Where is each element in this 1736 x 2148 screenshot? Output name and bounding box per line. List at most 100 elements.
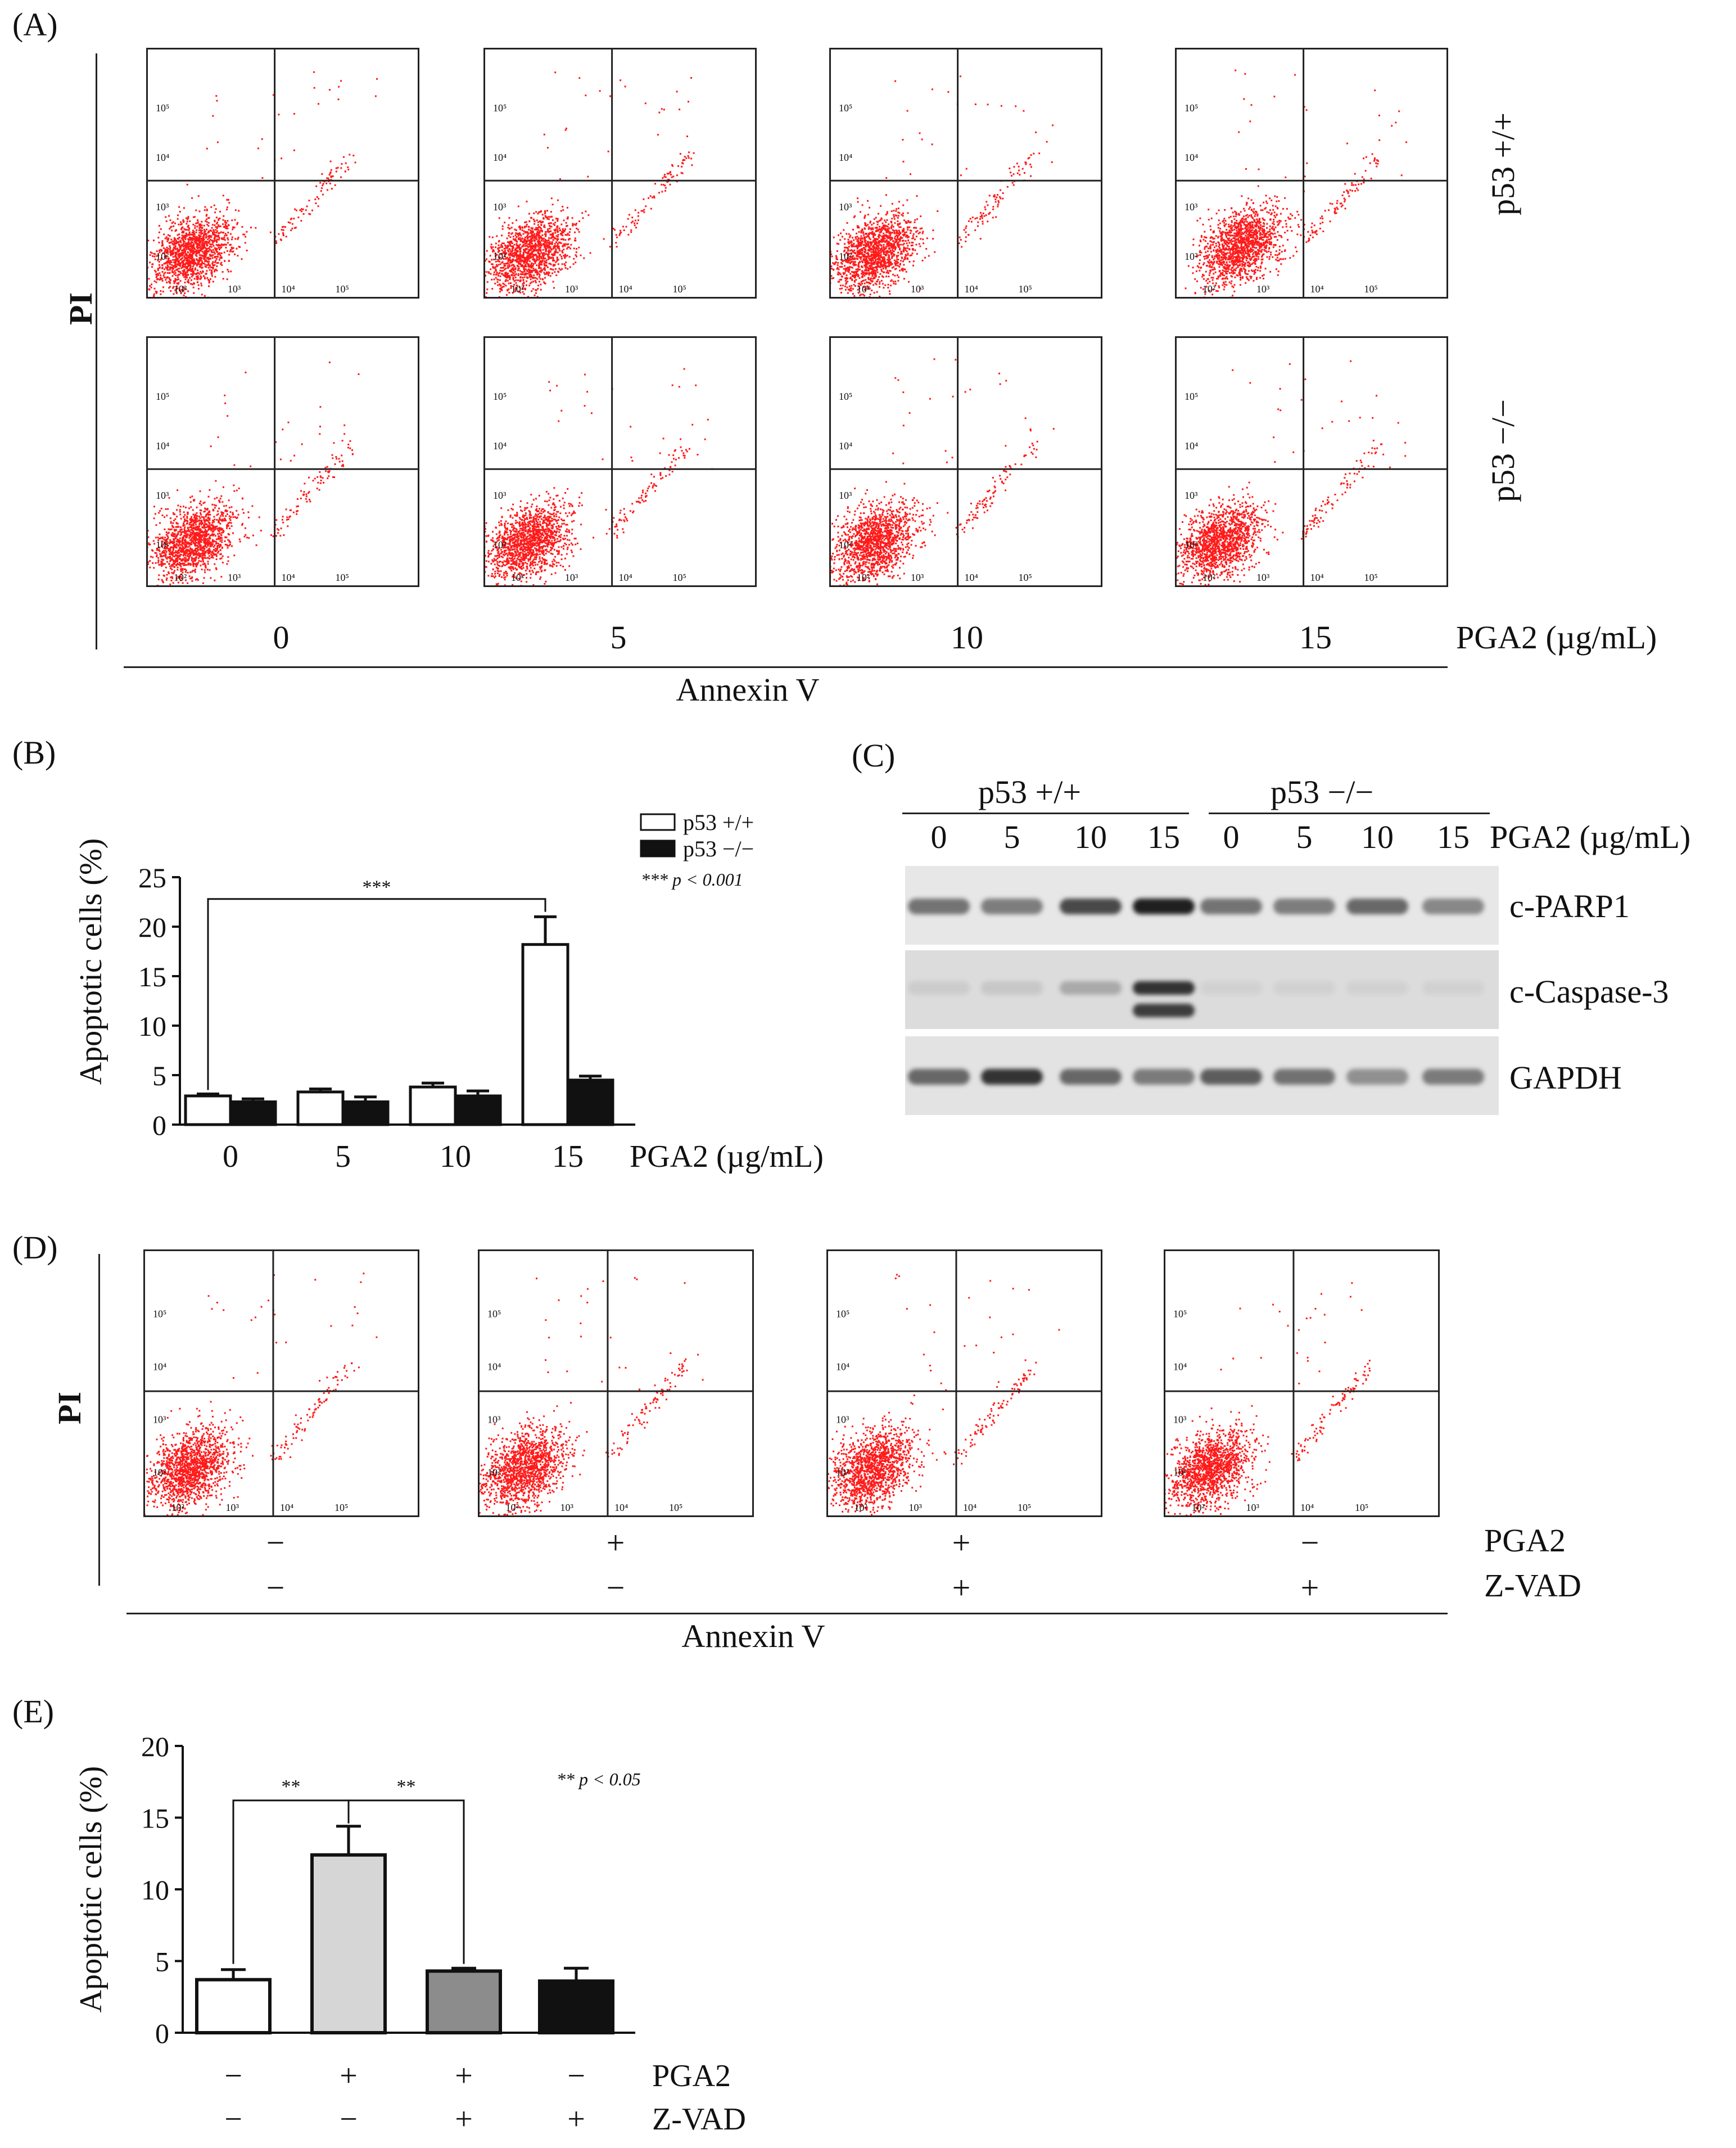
flow-scatter: 10² 10² 10³ 10³ 10⁴ 10⁴ 10⁵ 10⁵ <box>828 1251 1101 1515</box>
flow-tick-x: 10² <box>505 1502 518 1513</box>
flow-tick-x: 10² <box>854 1502 867 1513</box>
bar <box>521 943 569 1126</box>
flow-tick-x: 10⁴ <box>963 1502 976 1513</box>
flow-scatter: 10² 10² 10³ 10³ 10⁴ 10⁴ 10⁵ 10⁵ <box>831 338 1101 585</box>
panel-d-x-axis-line <box>126 1613 1448 1614</box>
significance-note: ** p < 0.05 <box>557 1769 641 1789</box>
scatter-points <box>145 1272 378 1515</box>
blot-band <box>1346 981 1408 995</box>
bar <box>184 1094 232 1126</box>
chart-b: 0 5 10 15 20 25 Apoptotic cells (%) 0 5 10 15 PGA2 … <box>74 810 824 1174</box>
blot-group-label-null: p53 −/− <box>1271 774 1374 810</box>
panel-a-y-axis-label: PI <box>62 292 99 325</box>
blot-band <box>1060 899 1122 914</box>
flow-tick-x: 10² <box>511 572 524 583</box>
lane-label: 15 <box>1147 819 1180 855</box>
pga2-value: + <box>952 1524 971 1561</box>
flow-tick-y: 10³ <box>493 490 507 501</box>
flow-tick-y: 10³ <box>1185 201 1198 213</box>
flow-tick-x: 10² <box>1191 1502 1204 1513</box>
flow-tick-y: 10² <box>839 251 852 262</box>
flow-scatter: 10² 10² 10³ 10³ 10⁴ 10⁴ 10⁵ 10⁵ <box>480 1251 752 1515</box>
flow-tick-x: 10³ <box>908 1502 922 1513</box>
row-label-p53-null: p53 −/− <box>1485 399 1521 503</box>
flow-tick-x: 10³ <box>228 572 241 583</box>
blot-band <box>1133 981 1195 995</box>
flow-tick-x: 10⁵ <box>672 572 686 583</box>
bar <box>229 1100 277 1126</box>
blot-band <box>1346 899 1408 914</box>
flow-tick-y: 10⁴ <box>1185 152 1198 163</box>
blot-band <box>1060 1069 1122 1085</box>
panel-label-d: (D) <box>12 1229 58 1266</box>
pga2-value: + <box>340 2059 358 2093</box>
blot-band <box>1273 981 1335 995</box>
lane-label: 5 <box>1003 819 1020 855</box>
scatter-points <box>1165 1282 1371 1515</box>
flow-tick-y: 10³ <box>493 201 507 213</box>
lane-label: 5 <box>1296 819 1313 855</box>
lane-label: 15 <box>1437 819 1470 855</box>
scatter-points <box>831 75 1054 297</box>
bar <box>341 1100 390 1126</box>
x-axis-label: PGA2 (µg/mL) <box>630 1139 824 1174</box>
scatter-points <box>148 362 360 585</box>
zvad-value: − <box>266 1569 285 1606</box>
flow-tick-x: 10³ <box>1246 1502 1259 1513</box>
blot-band <box>1200 981 1262 995</box>
y-tick-label: 0 <box>155 2018 169 2049</box>
flow-tick-x: 10³ <box>225 1502 239 1513</box>
flow-tick-y: 10⁵ <box>836 1308 849 1320</box>
blot-label-c-parp1: c-PARP1 <box>1509 888 1630 924</box>
pga2-value: + <box>455 2059 473 2093</box>
pga2-value: − <box>1300 1524 1319 1561</box>
blot-band <box>908 899 970 914</box>
y-tick-label: 25 <box>138 862 166 894</box>
panel-d-zvad-label: Z-VAD <box>1484 1567 1581 1604</box>
flow-tick-y: 10² <box>1185 251 1197 262</box>
blot-band <box>1273 899 1335 914</box>
panel-label-c: (C) <box>852 737 896 774</box>
blot-band <box>981 1069 1043 1085</box>
col-label-15: 15 <box>1299 619 1332 656</box>
flow-tick-y: 10⁴ <box>839 152 852 163</box>
panel-d-y-axis-line <box>98 1254 100 1586</box>
blot-band <box>1422 1069 1484 1085</box>
bar <box>538 1979 614 2035</box>
zvad-value: − <box>224 2102 242 2137</box>
blot-band <box>908 1069 970 1085</box>
flow-tick-y: 10⁵ <box>487 1308 501 1320</box>
flow-plot: 10² 10² 10³ 10³ 10⁴ 10⁴ 10⁵ 10⁵ <box>143 1249 419 1517</box>
scatter-points <box>485 71 695 297</box>
flow-tick-x: 10³ <box>1256 572 1270 583</box>
flow-scatter: 10² 10² 10³ 10³ 10⁴ 10⁴ 10⁵ 10⁵ <box>145 1251 418 1515</box>
flow-tick-x: 10⁴ <box>280 1502 293 1513</box>
flow-tick-y: 10⁴ <box>487 1361 501 1373</box>
flow-scatter: 10² 10² 10³ 10³ 10⁴ 10⁴ 10⁵ 10⁵ <box>148 49 418 297</box>
panel-a-x-axis-label: Annexin V <box>676 671 820 708</box>
flow-scatter: 10² 10² 10³ 10³ 10⁴ 10⁴ 10⁵ 10⁵ <box>1177 338 1446 585</box>
flow-plot: 10² 10² 10³ 10³ 10⁴ 10⁴ 10⁵ 10⁵ <box>478 1249 754 1517</box>
y-axis-label: Apoptotic cells (%) <box>74 1766 108 2013</box>
blot-band <box>1422 981 1484 995</box>
bar <box>310 1853 387 2035</box>
y-tick-label: 5 <box>155 1946 169 1978</box>
flow-tick-y: 10³ <box>836 1414 849 1425</box>
flow-tick-y: 10³ <box>156 490 169 501</box>
flow-tick-x: 10⁵ <box>1364 283 1377 295</box>
flow-tick-x: 10³ <box>560 1502 573 1513</box>
flow-tick-y: 10⁵ <box>493 391 507 402</box>
y-tick-label: 20 <box>138 911 166 943</box>
flow-tick-y: 10² <box>487 1467 500 1478</box>
flow-tick-y: 10³ <box>1185 490 1198 501</box>
flow-tick-x: 10⁵ <box>335 283 349 295</box>
blot-band <box>1422 899 1484 914</box>
flow-tick-y: 10⁴ <box>156 440 169 452</box>
blot-band <box>1133 1069 1195 1085</box>
blot-band <box>1200 1069 1262 1085</box>
lane-label: 0 <box>930 819 947 855</box>
blot-band <box>908 981 970 995</box>
flow-tick-x: 10⁴ <box>1310 572 1323 583</box>
flow-tick-y: 10³ <box>839 490 852 501</box>
flow-plot: 10² 10² 10³ 10³ 10⁴ 10⁴ 10⁵ 10⁵ <box>483 48 757 299</box>
